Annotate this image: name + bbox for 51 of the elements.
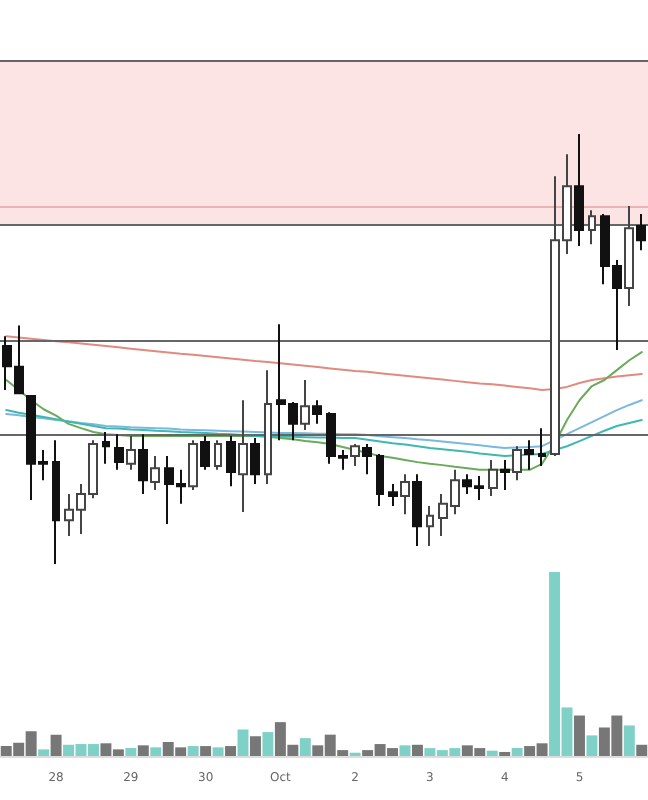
candlestick xyxy=(114,433,124,471)
candlestick xyxy=(350,443,360,467)
bar xyxy=(150,747,162,756)
bar xyxy=(573,715,585,756)
candlestick xyxy=(250,437,260,486)
candlestick xyxy=(264,369,272,486)
candlestick xyxy=(200,434,210,471)
bar xyxy=(262,732,274,756)
candlestick xyxy=(312,399,322,425)
bar xyxy=(50,734,62,756)
candlestick xyxy=(624,204,634,308)
candlestick xyxy=(126,434,136,471)
candlestick xyxy=(300,379,310,431)
candlestick xyxy=(488,458,498,498)
candlestick xyxy=(188,439,198,492)
bar xyxy=(299,738,311,756)
candlestick xyxy=(362,443,372,476)
candlestick xyxy=(574,133,584,247)
candlestick xyxy=(388,483,398,507)
bar xyxy=(586,735,598,756)
candlestick xyxy=(500,458,510,492)
candlestick xyxy=(138,433,148,495)
bar xyxy=(486,750,498,756)
candlestick xyxy=(588,209,596,246)
candlestick xyxy=(400,473,410,516)
candlestick xyxy=(238,399,248,513)
bar xyxy=(187,746,199,756)
candlestick xyxy=(412,473,422,547)
candlestick xyxy=(214,439,222,471)
candlestick xyxy=(512,445,522,482)
candlestick xyxy=(538,427,546,467)
candlestick xyxy=(150,455,160,492)
candlestick xyxy=(226,434,236,488)
candlestick xyxy=(636,213,646,252)
candlestick xyxy=(52,439,60,565)
bar xyxy=(38,749,50,756)
bar xyxy=(200,746,212,756)
bar xyxy=(511,748,523,756)
candlestick xyxy=(376,452,384,507)
bar xyxy=(225,746,237,756)
bar xyxy=(249,736,261,756)
bar xyxy=(212,747,224,756)
bar xyxy=(636,744,648,756)
bar xyxy=(411,744,423,756)
bar xyxy=(137,745,149,756)
candlestick xyxy=(426,504,434,547)
bar xyxy=(125,748,137,756)
candlestick xyxy=(524,439,534,471)
bar xyxy=(623,725,635,756)
candlestick xyxy=(102,431,110,465)
bar xyxy=(399,745,411,756)
